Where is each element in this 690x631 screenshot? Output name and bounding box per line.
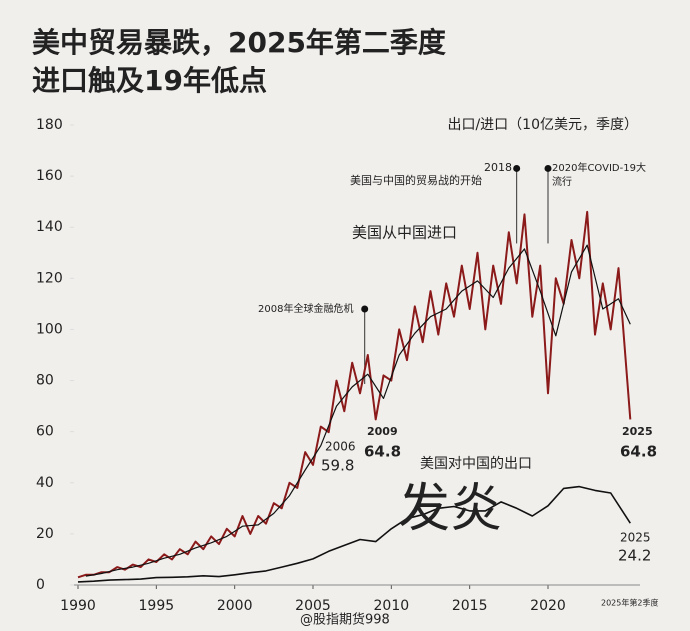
event-dot — [361, 305, 369, 313]
y-tick-label: 180 — [36, 117, 63, 133]
annotation: 2018 — [484, 161, 512, 174]
annotation: 2009 — [367, 425, 398, 438]
y-tick-label: 100 — [36, 321, 63, 337]
data-label: 64.8 — [620, 443, 657, 461]
y-tick-label: 20 — [36, 526, 54, 542]
data-label: 59.8 — [321, 457, 354, 475]
y-tick-label: 140 — [36, 219, 63, 235]
series-line — [77, 210, 632, 579]
event-dot — [513, 164, 521, 172]
annotation: 美国从中国进口 — [352, 224, 457, 242]
y-tick-label: 120 — [36, 270, 63, 286]
y-tick-label: 80 — [36, 373, 54, 389]
y-tick-label: 0 — [36, 577, 45, 593]
annotation: 2006 — [325, 440, 356, 454]
annotation: 发炎 — [398, 479, 502, 539]
chart-title: 美中贸易暴跌，2025年第二季度 — [32, 26, 446, 59]
chart-title: 进口触及19年低点 — [32, 64, 267, 97]
unit-label: 出口/进口（10亿美元，季度） — [447, 117, 638, 133]
annotation: 流行 — [552, 175, 572, 188]
series-line — [85, 244, 631, 577]
annotation: 美国对中国的出口 — [420, 456, 532, 472]
annotation: 2025 — [620, 531, 651, 545]
annotation: 2020年COVID-19大 — [552, 161, 646, 174]
data-label: 24.2 — [618, 547, 651, 565]
annotation: 2025年第2季度 — [601, 598, 658, 608]
series-line — [77, 485, 631, 583]
y-tick-label: 40 — [36, 475, 54, 491]
annotation: 美国与中国的贸易战的开始 — [350, 173, 482, 187]
x-tick-label: 2010 — [374, 598, 410, 614]
x-tick-label: 2000 — [217, 598, 253, 614]
x-tick-label: 2015 — [452, 598, 488, 614]
annotation: 2008年全球金融危机 — [258, 302, 353, 315]
annotation: @股指期货998 — [300, 612, 390, 628]
annotation: 2025 — [622, 425, 653, 438]
y-tick-label: 160 — [36, 168, 63, 184]
event-dot — [544, 164, 552, 172]
y-tick-label: 60 — [36, 424, 54, 440]
x-tick-label: 1990 — [60, 598, 96, 614]
data-label: 64.8 — [364, 443, 401, 461]
x-tick-label: 1995 — [139, 598, 175, 614]
x-tick-label: 2005 — [295, 598, 331, 614]
x-tick-label: 2020 — [530, 598, 566, 614]
